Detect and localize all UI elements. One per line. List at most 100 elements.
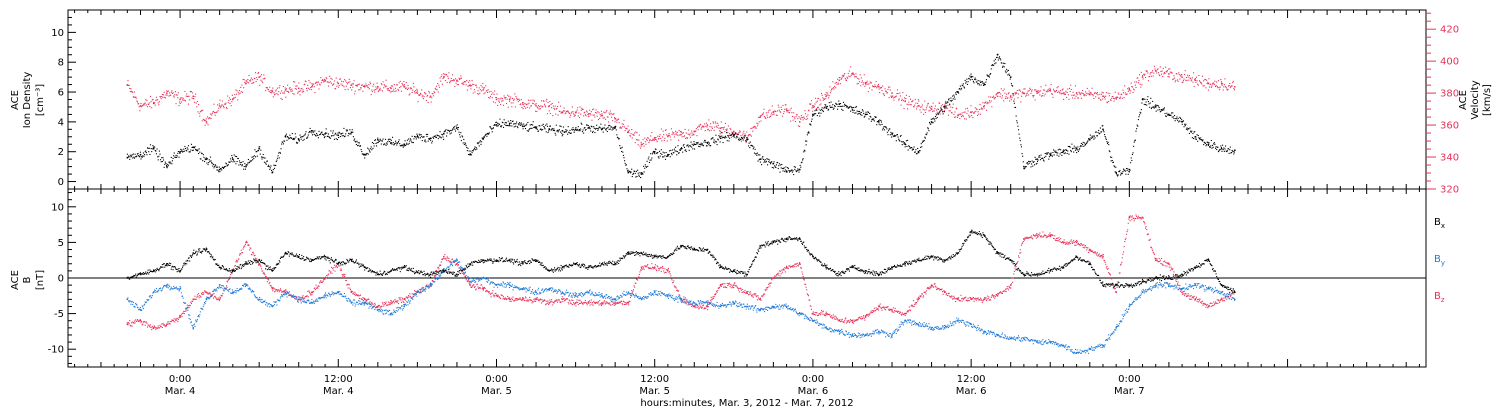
bz-series-point-17 [350,291,353,293]
density-series-dot [1031,163,1033,165]
velocity-series-dot [905,94,907,96]
velocity-series-dot [215,112,217,114]
density-series-dot [880,121,883,123]
density-series-dot [130,156,132,158]
density-series-dot [946,101,948,103]
density-series-dot [298,140,300,142]
velocity-series-dot [292,92,294,95]
density-series-dot [379,138,381,140]
velocity-series-dot [1217,80,1220,82]
velocity-series-dot [1194,79,1196,81]
velocity-series-dot [884,88,886,90]
density-series-dot [1024,167,1026,169]
bz-series-dot [478,288,480,290]
bz-series-dot [465,279,467,281]
density-series-dot [1003,66,1005,68]
density-series-dot [447,129,449,131]
bz-series-dot [146,322,148,324]
density-series-dot [672,149,674,151]
velocity-series-dot [616,121,618,123]
bz-series-dot [516,297,518,300]
velocity-series-dot [678,129,680,132]
density-series-dot [1044,153,1046,155]
velocity-series-dot [797,125,799,127]
velocity-series-dot [570,112,572,114]
velocity-series-dot [597,111,599,113]
density-series-dot [550,129,552,131]
density-series-dot [676,154,678,156]
velocity-series-dot [160,96,162,98]
bz-series-dot [524,299,526,302]
density-series-dot [341,133,343,135]
velocity-series-dot [1174,81,1176,83]
velocity-series-point-62 [944,105,946,107]
velocity-series-dot [646,139,648,141]
bz-series-dot [607,302,609,304]
density-series-dot [617,137,619,139]
velocity-series-dot [740,140,742,142]
velocity-series-dot [301,91,303,93]
density-series-dot [388,138,390,140]
bz-series-dot [219,296,221,298]
density-series-dot [351,129,353,131]
velocity-series-dot [217,104,219,106]
density-series-dot [1130,157,1132,159]
density-series-dot [647,158,649,160]
velocity-series-dot [358,89,360,91]
velocity-series-dot [194,95,196,98]
velocity-series-dot [823,98,825,100]
velocity-series-dot [327,81,329,83]
density-series-dot [784,169,786,171]
density-series-dot [1149,102,1151,104]
density-series-dot [476,142,478,144]
velocity-series-dot [167,90,169,92]
density-series-dot [543,127,546,129]
bz-series-dot [338,265,340,267]
velocity-series-dot [578,116,581,119]
bz-series-dot [444,258,446,260]
density-series-dot [1214,143,1216,145]
density-series-dot [870,120,872,122]
velocity-series-dot [129,87,131,90]
velocity-series-dot [258,76,260,78]
density-series-dot [288,137,290,139]
velocity-series-dot [319,83,321,85]
density-series-dot [852,111,854,113]
density-series-dot [656,152,658,154]
density-series-dot [1022,161,1024,163]
density-series-dot [1195,136,1197,138]
bz-series-dot [401,299,403,301]
density-series-dot [744,135,746,137]
density-series-dot [753,146,755,148]
density-series-dot [589,128,591,130]
bz-series-dot [209,292,211,294]
velocity-series-dot [1008,92,1010,94]
velocity-series-dot [584,114,586,116]
density-series-dot [208,162,210,164]
velocity-series-dot [1157,72,1160,74]
density-series-dot [143,155,145,157]
density-series-dot [1073,145,1075,147]
velocity-series-dot [1189,77,1191,79]
density-series-dot [1222,149,1224,151]
bz-series-dot [450,260,452,262]
velocity-series-dot [203,119,205,121]
velocity-series-dot [909,98,912,100]
top-ylabel-left-line1: ACE [10,90,21,110]
bz-series-dot [255,260,257,262]
velocity-series-dot [198,112,200,114]
density-series-dot [1124,170,1126,172]
velocity-series-dot [470,88,472,90]
density-series-dot [1022,155,1024,157]
bz-series-dot [214,295,216,297]
velocity-series-dot [596,112,598,114]
density-series-dot [562,133,564,136]
density-series-dot [716,144,718,146]
velocity-series-dot [902,92,904,94]
density-series-dot [802,159,804,161]
velocity-series-dot [1162,75,1164,78]
density-series-dot [1180,120,1182,122]
density-series-dot [722,141,724,144]
bz-series-dot [193,298,195,300]
velocity-series-dot [395,90,397,92]
